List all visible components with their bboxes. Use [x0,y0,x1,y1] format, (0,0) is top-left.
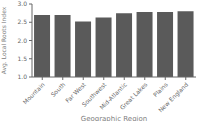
svg-text:Avg. Local Roots Index: Avg. Local Roots Index [8,6,9,74]
svg-text:New England: New England [157,81,191,115]
svg-text:2.5: 2.5 [17,18,27,25]
svg-text:South: South [49,81,66,98]
svg-text:Great Lakes: Great Lakes [118,81,148,111]
svg-text:Geographic Region: Geographic Region [81,115,148,121]
svg-text:Southwest: Southwest [80,80,108,108]
svg-text:Far West: Far West [63,80,87,104]
svg-text:1.5: 1.5 [17,55,27,62]
svg-text:1.0: 1.0 [17,73,27,80]
svg-text:3.0: 3.0 [17,0,27,7]
svg-text:2.0: 2.0 [17,37,27,44]
svg-text:Plains: Plains [152,81,169,98]
svg-text:Mid-Atlantic: Mid-Atlantic [97,80,128,111]
svg-text:Mountain: Mountain [21,81,46,106]
